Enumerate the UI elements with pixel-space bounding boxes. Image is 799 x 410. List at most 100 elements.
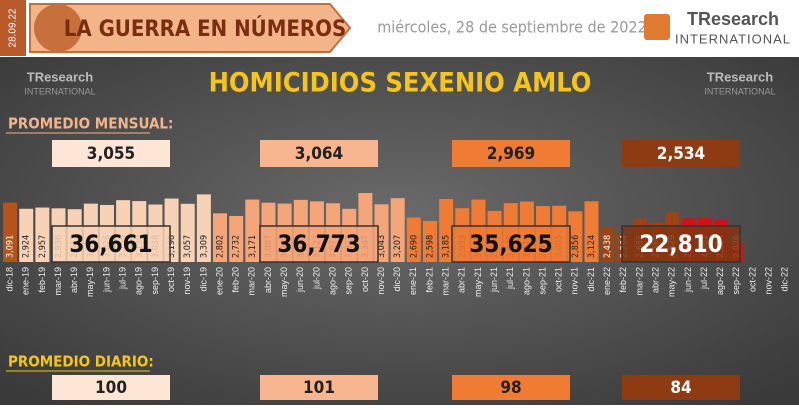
value-label: 2,732 — [232, 235, 242, 258]
x-tick-label: oct-20 — [360, 267, 370, 292]
bar — [245, 199, 260, 262]
brand-sub: INTERNATIONAL — [675, 31, 791, 46]
x-tick-label: ago-19 — [134, 267, 144, 295]
brand-right-sub: INTERNATIONAL — [704, 86, 775, 96]
x-tick-label: nov-21 — [570, 267, 580, 295]
x-tick-label: may-20 — [279, 267, 289, 297]
x-tick-label: sep-22 — [731, 267, 741, 295]
x-tick-label: ago-20 — [327, 267, 337, 295]
brand: TResearch — [687, 9, 779, 29]
value-label: 2,438 — [603, 235, 613, 258]
x-tick-label: ene-20 — [214, 267, 224, 295]
brand-left-sub: INTERNATIONAL — [24, 86, 95, 96]
monthly-value: 3,055 — [87, 144, 135, 164]
monthly-box — [452, 140, 570, 167]
x-tick-label: abr-21 — [457, 267, 467, 293]
x-tick-label: jun-20 — [295, 267, 305, 293]
bar — [213, 213, 228, 262]
daily-box — [52, 375, 170, 400]
value-label: 3,171 — [248, 235, 258, 258]
date-tag-bg — [0, 0, 26, 56]
total-box — [451, 225, 571, 263]
daily-box — [452, 375, 570, 400]
x-tick-label: jul-19 — [118, 267, 128, 290]
x-tick-label: jul-21 — [505, 267, 515, 290]
map-badge — [34, 4, 82, 52]
brand-left: TResearch — [27, 69, 94, 84]
header-date: miércoles, 28 de septiembre de 2022 — [377, 18, 646, 37]
monthly-value: 2,969 — [487, 144, 535, 164]
value-label: 3,309 — [199, 235, 209, 258]
chart-title: HOMICIDIOS SEXENIO AMLO — [209, 68, 592, 99]
value-label: 3,207 — [393, 235, 403, 258]
value-label: 3,043 — [377, 235, 387, 258]
daily-box — [622, 375, 740, 400]
value-label: 3,057 — [183, 235, 193, 258]
value-label: 3,185 — [442, 235, 452, 258]
monthly-value: 3,064 — [295, 144, 343, 164]
bar — [229, 215, 244, 262]
bar — [390, 198, 405, 262]
monthly-value: 2,534 — [657, 144, 705, 164]
x-tick-label: jun-22 — [683, 267, 693, 293]
bar — [406, 217, 421, 262]
total-box — [259, 225, 379, 263]
bar — [584, 201, 599, 262]
x-tick-label: mar-21 — [441, 267, 451, 296]
daily-box — [260, 375, 378, 400]
bar — [568, 211, 583, 262]
daily-value: 84 — [670, 378, 691, 398]
x-tick-label: oct-19 — [166, 267, 176, 292]
bar — [600, 226, 615, 262]
total-value: 35,625 — [469, 230, 552, 258]
x-tick-label: jul-20 — [311, 267, 321, 290]
x-tick-label: may-22 — [667, 267, 677, 297]
monthly-box — [622, 140, 740, 167]
x-tick-label: sep-19 — [150, 267, 160, 295]
title-banner — [29, 3, 352, 53]
value-label: 2,957 — [38, 235, 48, 258]
x-tick-label: mar-19 — [53, 267, 63, 296]
bar — [196, 194, 211, 262]
x-tick-label: nov-19 — [182, 267, 192, 295]
value-label: 3,091 — [6, 235, 16, 258]
value-label: 2,690 — [409, 235, 419, 258]
monthly-box — [260, 140, 378, 167]
value-label: 2,924 — [22, 235, 32, 258]
daily-value: 101 — [303, 378, 335, 398]
x-tick-label: feb-19 — [37, 267, 47, 293]
x-tick-label: sep-20 — [344, 267, 354, 295]
logo-icon — [644, 14, 670, 40]
x-tick-label: ago-22 — [715, 267, 725, 295]
daily-label: PROMEDIO DIARIO: — [8, 353, 154, 371]
x-tick-label: ene-19 — [21, 267, 31, 295]
bar — [35, 207, 50, 262]
x-tick-label: abr-19 — [69, 267, 79, 293]
brand-right: TResearch — [707, 69, 774, 84]
x-tick-label: jun-21 — [489, 267, 499, 293]
x-tick-label: jun-19 — [101, 267, 111, 293]
total-value: 36,773 — [277, 230, 360, 258]
bar — [439, 199, 454, 262]
bar — [3, 202, 18, 262]
monthly-label: PROMEDIO MENSUAL: — [8, 115, 173, 133]
x-tick-label: abr-22 — [650, 267, 660, 293]
bar — [422, 220, 437, 262]
x-tick-label: may-19 — [85, 267, 95, 297]
value-label: 2,802 — [216, 235, 226, 258]
value-label: 3,198 — [167, 235, 177, 258]
monthly-box — [52, 140, 170, 167]
value-label: 3,124 — [587, 235, 597, 258]
x-tick-label: feb-22 — [618, 267, 628, 293]
x-tick-label: nov-20 — [376, 267, 386, 295]
value-label: 2,598 — [425, 235, 435, 258]
x-tick-label: ene-21 — [408, 267, 418, 295]
x-tick-label: dic-21 — [586, 267, 596, 292]
total-box — [51, 225, 171, 263]
daily-value: 98 — [500, 378, 521, 398]
x-tick-label: ago-21 — [521, 267, 531, 295]
bar — [180, 203, 195, 262]
x-tick-label: mar-22 — [634, 267, 644, 296]
value-label: 2,856 — [571, 235, 581, 258]
